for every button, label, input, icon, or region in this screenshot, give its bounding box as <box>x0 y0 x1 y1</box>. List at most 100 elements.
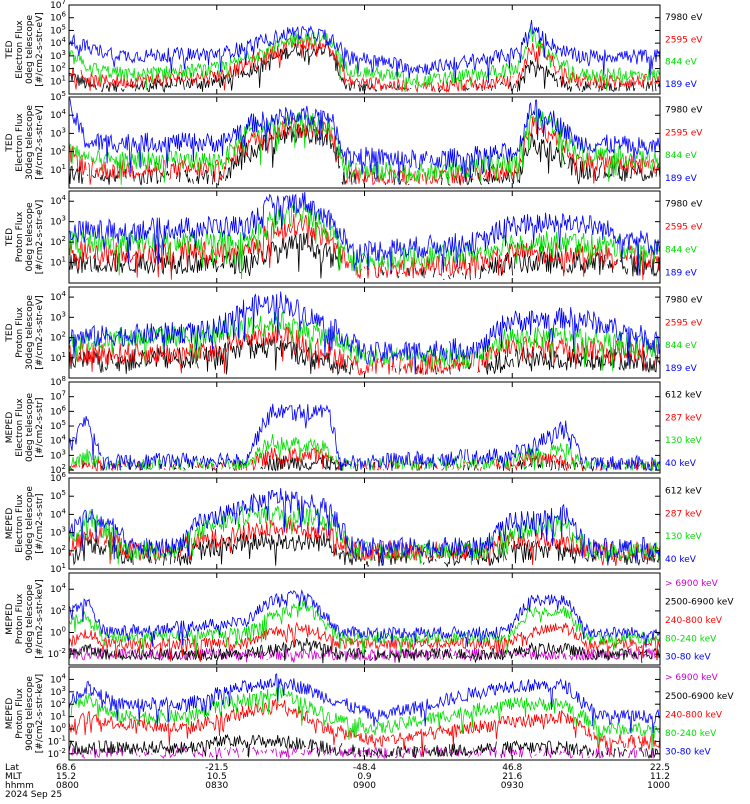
y-axis-label: TED <box>5 40 15 59</box>
y-axis-label: Proton Flux <box>15 688 25 739</box>
y-axis-label: Electron Flux <box>15 20 25 79</box>
y-axis-label: [#/cm2-s-str-eV] <box>35 295 45 370</box>
y-axis-label: 90deg telescope <box>25 486 35 561</box>
footer-row-label: 2024 Sep 25 <box>5 790 62 800</box>
legend-entry: 612 keV <box>665 391 702 401</box>
y-tick-label: 101 <box>50 74 66 87</box>
y-axis-label: [#/cm2-s-str] <box>35 493 45 553</box>
y-tick-label: 103 <box>50 685 66 698</box>
y-tick-label: 10-2 <box>48 747 66 760</box>
footer-lat: 46.8 <box>502 763 522 773</box>
y-tick-label: 102 <box>50 697 66 710</box>
series-line-2500-6900-kev <box>69 735 660 758</box>
legend-entry: 7980 eV <box>665 13 703 23</box>
y-tick-label: 102 <box>50 463 66 476</box>
legend-entry: 189 eV <box>665 174 698 184</box>
series-line-189-ev <box>68 291 661 375</box>
legend-entry: 7980 eV <box>665 296 703 306</box>
footer-mlt: 15.2 <box>56 772 76 782</box>
legend-entry: 844 eV <box>665 58 698 68</box>
y-tick-label: 101 <box>50 562 66 575</box>
legend-entry: 2500-6900 keV <box>665 692 734 702</box>
footer-mlt: 10.5 <box>207 772 227 782</box>
y-axis-label: Proton Flux <box>15 593 25 644</box>
series-line-80-240-kev <box>68 600 661 657</box>
y-tick-label: 101 <box>50 256 66 269</box>
y-tick-label: 104 <box>50 582 66 595</box>
y-tick-label: 107 <box>50 390 66 403</box>
y-axis-label: [#/cm2-s-str] <box>35 397 45 457</box>
legend-entry: 30-80 keV <box>665 748 711 758</box>
legend-entry: 612 keV <box>665 487 702 497</box>
footer-lat: -21.5 <box>205 763 228 773</box>
series-line-2595-ev <box>68 34 660 94</box>
y-axis-label: MEPED <box>5 508 15 540</box>
footer-hhmm: 0900 <box>353 781 376 791</box>
y-tick-label: 107 <box>50 0 66 11</box>
legend-entry: 7980 eV <box>665 200 703 210</box>
y-axis-label: [#/cm2-s-str-keV] <box>35 579 45 658</box>
legend-entry: > 6900 keV <box>665 579 719 589</box>
footer-hhmm: 0800 <box>56 781 79 791</box>
y-axis-label: MEPED <box>5 412 15 444</box>
series-line-240-800-kev <box>68 621 661 662</box>
series-line-189-ev <box>68 191 661 276</box>
y-tick-label: 104 <box>50 672 66 685</box>
y-tick-label: 101 <box>50 351 66 364</box>
y-tick-label: 101 <box>50 163 66 176</box>
series-line-30-80-kev <box>68 589 661 648</box>
legend-entry: 287 keV <box>665 509 702 519</box>
y-axis-label: 30deg telescope <box>25 295 35 370</box>
legend-entry: 130 keV <box>665 532 702 542</box>
y-axis-label: 0deg telescope <box>25 584 35 654</box>
series-line-130-kev <box>68 504 661 566</box>
y-axis-label: TED <box>5 323 15 342</box>
legend-entry: 189 eV <box>665 269 698 279</box>
y-tick-label: 102 <box>50 145 66 158</box>
y-tick-label: 103 <box>50 526 66 539</box>
panel-2: 101 102 103 104 105 TED Electron Flux 30deg tel… <box>5 90 703 189</box>
y-axis-label: Proton Flux <box>15 307 25 358</box>
legend-entry: 2595 eV <box>665 35 703 45</box>
y-axis-label: TED <box>5 228 15 247</box>
y-tick-label: 104 <box>50 290 66 303</box>
panel-frame <box>68 477 661 570</box>
y-tick-label: 106 <box>50 11 66 24</box>
y-tick-label: 102 <box>50 62 66 75</box>
y-axis-label: MEPED <box>5 603 15 635</box>
y-tick-label: 104 <box>50 36 66 49</box>
legend-entry: 844 eV <box>665 341 698 351</box>
y-axis-label: MEPED <box>5 698 15 730</box>
panel-4: 101 102 103 104 TED Proton Flux 30deg telescop… <box>5 286 703 379</box>
y-tick-label: 105 <box>50 419 66 432</box>
footer-lat: 22.5 <box>650 763 670 773</box>
y-tick-label: 104 <box>50 194 66 207</box>
y-axis-label: [#/cm2-s-str-eV] <box>35 105 45 180</box>
y-axis-label: 0deg telescope <box>25 202 35 272</box>
y-tick-label: 104 <box>50 108 66 121</box>
y-tick-label: 10-1 <box>48 734 66 747</box>
y-tick-label: 100 <box>50 722 66 735</box>
y-tick-label: 105 <box>50 23 66 36</box>
legend-entry: 844 eV <box>665 151 698 161</box>
series-line-844-ev <box>68 27 661 93</box>
legend-entry: 2595 eV <box>665 318 703 328</box>
panel-6: 101 102 103 104 105 106 MEPED Electron Flux 90de… <box>5 471 702 575</box>
footer-row-label: MLT <box>5 772 23 782</box>
legend-entry: 287 keV <box>665 413 702 423</box>
y-tick-label: 106 <box>50 471 66 484</box>
y-tick-label: 103 <box>50 126 66 139</box>
y-tick-label: 104 <box>50 434 66 447</box>
y-tick-label: 102 <box>50 544 66 557</box>
y-axis-label: Electron Flux <box>15 398 25 457</box>
y-axis-label: Proton Flux <box>15 211 25 262</box>
legend-entry: 2500-6900 keV <box>665 598 734 608</box>
legend-entry: 240-800 keV <box>665 616 723 626</box>
y-axis-label: 90deg telescope <box>25 676 35 751</box>
